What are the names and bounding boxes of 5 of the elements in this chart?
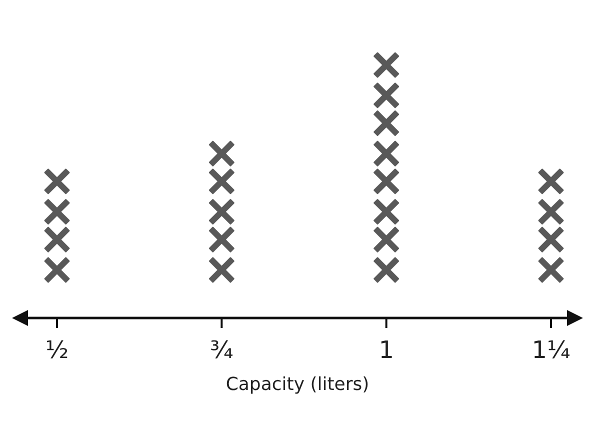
x-axis-title: Capacity (liters) — [226, 374, 370, 395]
x-tick-label: 1¼ — [532, 336, 570, 364]
x-tick-label: ½ — [45, 336, 69, 364]
x-tick-label: ¾ — [210, 336, 234, 364]
x-tick-label: 1 — [378, 336, 394, 364]
